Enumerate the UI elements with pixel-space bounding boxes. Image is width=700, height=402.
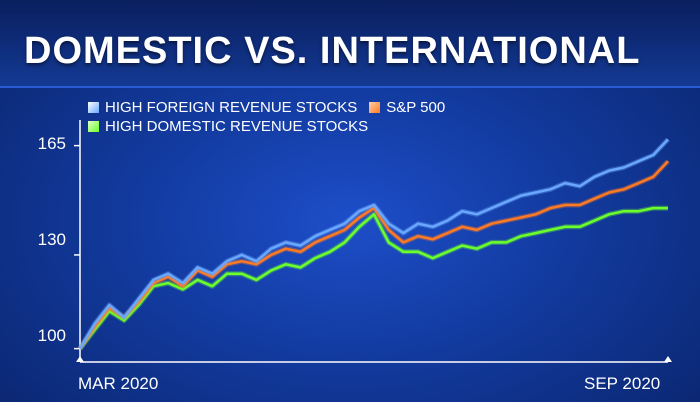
series-line-domestic (79, 206, 668, 350)
x-tick-label-start: MAR 2020 (78, 374, 159, 393)
y-tick-label-130: 130 (37, 230, 66, 249)
y-tick-label-100: 100 (37, 326, 66, 345)
series-lines (77, 137, 670, 351)
legend-swatch-foreign (88, 102, 99, 113)
legend-row-2: HIGH DOMESTIC REVENUE STOCKS (88, 118, 368, 135)
series-line-sp500-glow (77, 159, 670, 350)
legend-label-sp500: S&P 500 (386, 99, 446, 116)
title-band: DOMESTIC VS. INTERNATIONAL (0, 0, 700, 88)
legend-swatch-sp500 (369, 102, 381, 113)
x-tick-label-end: SEP 2020 (584, 374, 661, 393)
legend-row-1: HIGH FOREIGN REVENUE STOCKS S&P 500 (88, 99, 445, 116)
series-line-foreign-glow (77, 137, 670, 350)
legend-label-domestic: HIGH DOMESTIC REVENUE STOCKS (105, 118, 369, 135)
series-line-foreign (78, 138, 669, 350)
y-tick-label-165: 165 (37, 134, 66, 153)
chart-title: DOMESTIC VS. INTERNATIONAL (24, 30, 641, 72)
axes (74, 120, 672, 363)
x-tick-marker-end (664, 356, 672, 362)
x-tick-marker-start (76, 356, 84, 362)
legend-swatch-domestic (88, 121, 99, 132)
legend-label-foreign: HIGH FOREIGN REVENUE STOCKS (105, 99, 358, 116)
series-line-sp500 (78, 160, 669, 350)
